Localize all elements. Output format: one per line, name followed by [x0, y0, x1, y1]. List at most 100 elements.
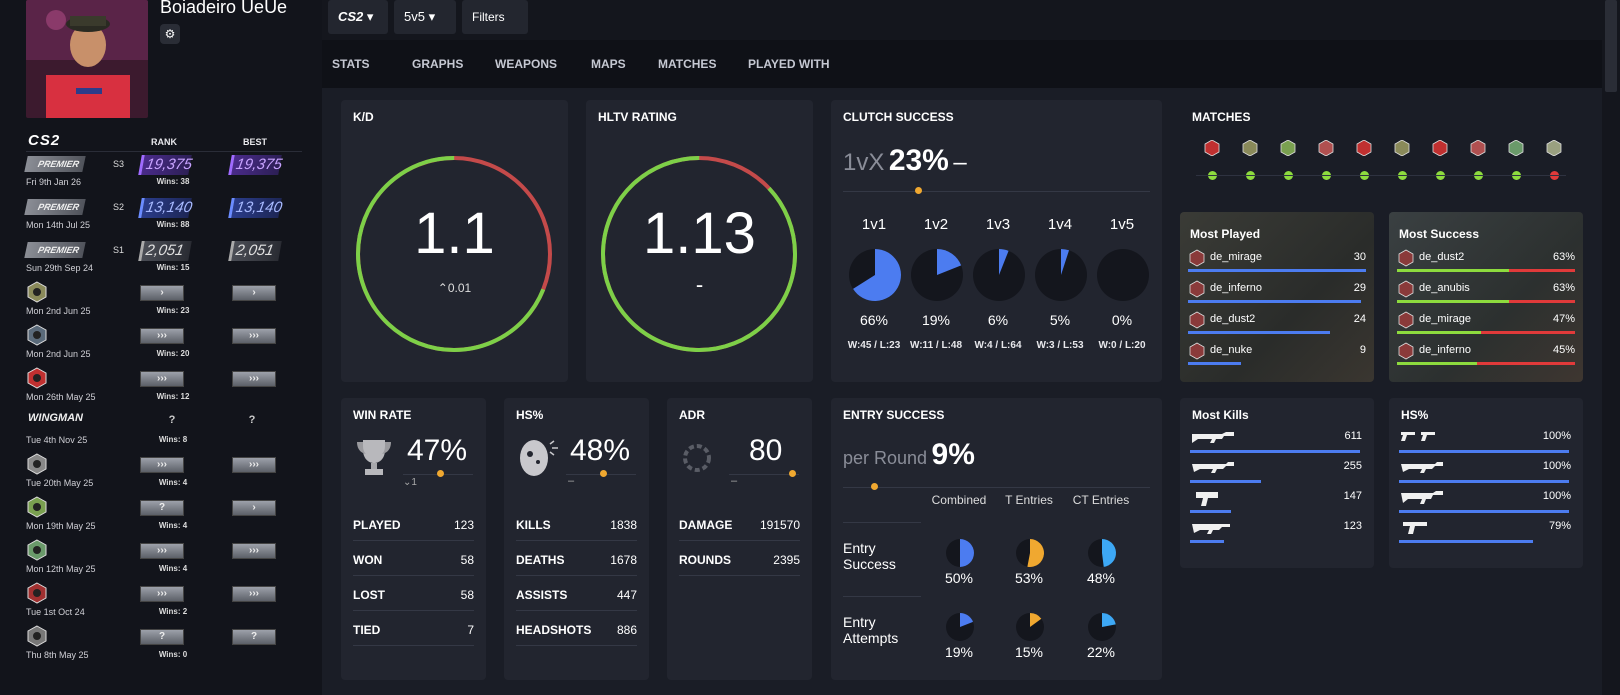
entry-pie: [945, 612, 975, 647]
trend-dot: [600, 470, 607, 477]
map-name: de_anubis: [1419, 282, 1470, 294]
tab-graphs[interactable]: GRAPHS: [412, 57, 464, 71]
wins-count: Wins: 15: [156, 263, 190, 272]
tab-played-with[interactable]: PLAYED WITH: [748, 57, 830, 71]
match-map-icon[interactable]: [1204, 139, 1220, 157]
winrate-title: WIN RATE: [353, 408, 412, 422]
map-bar-fill: [1188, 362, 1242, 365]
kd-ring: [356, 156, 552, 352]
sidebar-rank-row[interactable]: ››› ››› Tue 1st Oct 24 Wins: 2: [26, 582, 302, 624]
match-map-icon[interactable]: [1432, 139, 1448, 157]
clutch-pie: [848, 248, 902, 307]
sidebar-rank-row[interactable]: › › Mon 2nd Jun 25 Wins: 23: [26, 281, 302, 323]
match-map-icon[interactable]: [1318, 139, 1334, 157]
map-name: de_nuke: [1210, 344, 1253, 356]
stat-value: 7: [467, 623, 474, 637]
sidebar-rank-row[interactable]: PREMIER S3 19,375 19,375 Fri 9th Jan 26 Wins:…: [24, 152, 302, 194]
map-icon: [26, 496, 48, 518]
clutch-label: 1v3: [985, 216, 1011, 233]
chevron-down-icon: ⌄: [403, 477, 412, 488]
weapon-value: 100%: [1542, 460, 1571, 472]
map-row[interactable]: de_dust2 24: [1188, 309, 1366, 337]
clutch-percent: 5%: [1049, 312, 1071, 328]
best-rank-badge: ?: [232, 629, 276, 645]
map-row[interactable]: de_mirage 47%: [1397, 309, 1575, 337]
weapon-value: 100%: [1542, 490, 1571, 502]
sidebar-rank-row[interactable]: ››› ››› Mon 12th May 25 Wins: 4: [26, 539, 302, 581]
match-map-icon[interactable]: [1280, 139, 1296, 157]
stat-divider: [353, 540, 474, 541]
stat-divider: [679, 540, 800, 541]
stat-divider: [353, 575, 474, 576]
map-row[interactable]: de_inferno 45%: [1397, 340, 1575, 368]
map-icon: [26, 324, 48, 346]
match-map-icon[interactable]: [1470, 139, 1486, 157]
tab-weapons[interactable]: WEAPONS: [495, 57, 558, 71]
sidebar-rank-row[interactable]: ››› ››› Mon 26th May 25 Wins: 12: [26, 367, 302, 409]
tab-maps[interactable]: MAPS: [591, 57, 626, 71]
hs-title: HS%: [516, 408, 544, 422]
stat-divider: [353, 645, 474, 646]
current-rank-rating: 2,051: [138, 241, 192, 261]
match-map-icon[interactable]: [1508, 139, 1524, 157]
match-map-icon[interactable]: [1394, 139, 1410, 157]
wins-count: Wins: 20: [156, 349, 190, 358]
tab-matches[interactable]: MATCHES: [658, 57, 717, 71]
map-icon: [1188, 311, 1206, 329]
clutch-summary: 1vX 23% –: [843, 144, 967, 178]
season-label: S2: [113, 202, 125, 212]
map-row[interactable]: de_dust2 63%: [1397, 247, 1575, 275]
map-row[interactable]: de_anubis 63%: [1397, 278, 1575, 306]
steam-icon[interactable]: ⚙: [160, 24, 180, 44]
weapon-value: 100%: [1542, 430, 1571, 442]
clutch-record: W:0 / L:20: [1098, 340, 1146, 351]
map-icon: [1188, 342, 1206, 360]
sidebar-rank-row[interactable]: ››› ››› Mon 2nd Jun 25 Wins: 20: [26, 324, 302, 366]
sidebar-rank-row[interactable]: WINGMAN?? Tue 4th Nov 25 Wins: 8: [26, 410, 302, 452]
hltv-delta: -: [695, 272, 704, 297]
match-map-icon[interactable]: [1546, 139, 1562, 157]
filters-button[interactable]: Filters ⋮: [462, 0, 528, 58]
current-rank-rating: 19,375: [138, 155, 193, 175]
map-row[interactable]: de_inferno 29: [1188, 278, 1366, 306]
mode-select[interactable]: 5v5 ▾: [394, 0, 456, 34]
game-select[interactable]: CS2 ▾: [328, 0, 388, 34]
map-row[interactable]: de_mirage 30: [1188, 247, 1366, 275]
tab-stats[interactable]: STATS: [332, 57, 370, 71]
stat-divider: [353, 610, 474, 611]
match-map-icon[interactable]: [1356, 139, 1372, 157]
clutch-label: 1v1: [861, 216, 887, 233]
rank-date: Mon 19th May 25: [26, 521, 96, 531]
weapon-bar: [1190, 510, 1231, 513]
clutch-card: CLUTCH SUCCESS 1vX 23% – 1v1 66% W:45 / L:…: [831, 100, 1162, 382]
best-rank-badge: ›››: [232, 457, 276, 473]
filters-label: Filters: [472, 10, 505, 24]
entry-row-divider: [843, 522, 921, 523]
sidebar-rank-row[interactable]: ?? Thu 8th May 25 Wins: 0: [26, 625, 302, 667]
entry-percent: 48%: [1086, 570, 1116, 586]
sidebar-rank-row[interactable]: PREMIER S1 2,051 2,051 Sun 29th Sep 24 Wins: …: [24, 238, 302, 280]
sidebar-rank-row[interactable]: ? › Mon 19th May 25 Wins: 4: [26, 496, 302, 538]
sidebar-rank-row[interactable]: ››› ››› Tue 20th May 25 Wins: 4: [26, 453, 302, 495]
weapon-bar: [1399, 450, 1569, 453]
sidebar-rank-row[interactable]: PREMIER S2 13,140 13,140 Mon 14th Jul 25 Wins…: [24, 195, 302, 237]
map-value: 29: [1353, 282, 1366, 294]
scrollbar[interactable]: [1602, 0, 1620, 695]
most-played-title: Most Played: [1190, 227, 1261, 241]
rank-date: Tue 1st Oct 24: [26, 607, 85, 617]
weapon-bar: [1399, 480, 1569, 483]
tab-bar: STATS GRAPHS WEAPONS MAPS MATCHES PLAYED WITH: [322, 40, 1602, 88]
wins-count: Wins: 2: [158, 607, 188, 616]
avatar[interactable]: [26, 0, 148, 118]
map-icon: [26, 539, 48, 561]
hs-value: 48%: [570, 434, 631, 467]
stat-label: DEATHS: [516, 553, 565, 567]
match-map-icon[interactable]: [1242, 139, 1258, 157]
weapon-value: 123: [1343, 520, 1362, 532]
rank-column-header: RANK: [151, 137, 177, 147]
entry-row-label: Entry Attempts: [843, 614, 899, 646]
scrollbar-thumb[interactable]: [1605, 0, 1617, 92]
hltv-card: HLTV RATING 1.13 -: [586, 100, 813, 382]
map-row[interactable]: de_nuke 9: [1188, 340, 1366, 368]
best-rank-badge: ›››: [232, 371, 276, 387]
